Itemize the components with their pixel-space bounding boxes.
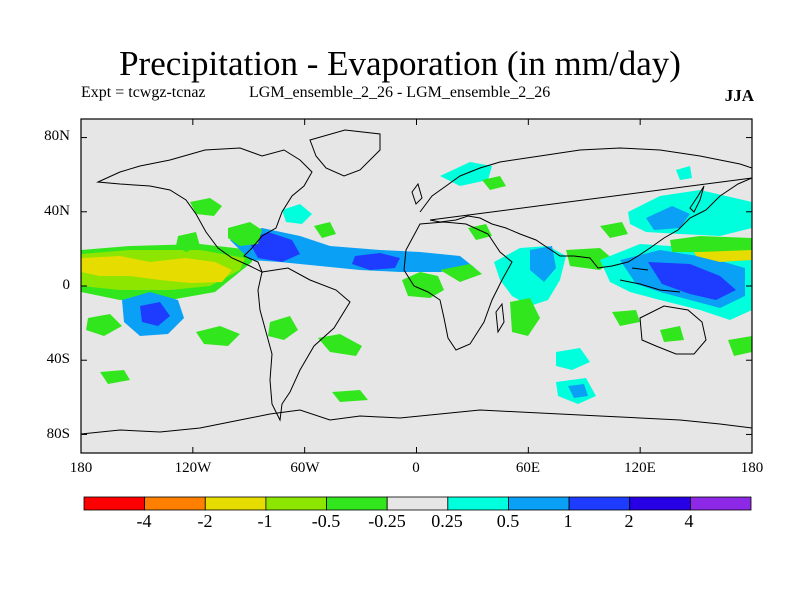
coast-australia (639, 305, 707, 355)
region-green-tasman (728, 336, 752, 356)
region-blue-south-pacific (140, 302, 170, 326)
region-cyan-atlantic-itcz (230, 228, 475, 272)
region-green-gulf (228, 222, 262, 246)
colorbar-swatch (326, 496, 388, 511)
colorbar-swatch (83, 496, 146, 511)
colorbar-label: -0.5 (311, 511, 341, 531)
region-cyan-north-pacific (676, 166, 692, 180)
y-tick-label: 40N (44, 203, 70, 219)
region-green-south-atlantic (268, 316, 298, 340)
region-green-bay-bengal (566, 248, 614, 270)
y-tick-label: 80N (44, 128, 70, 144)
region-green-west-africa (402, 272, 444, 298)
coast-japan (689, 185, 705, 213)
coast-antarctica (81, 409, 752, 435)
coast-africa (403, 221, 513, 351)
comparison-label: LGM_ensemble_2_26 - LGM_ensemble_2_26 (249, 84, 551, 101)
region-cyan-southern-indian (556, 348, 590, 370)
coast-eurasia (419, 147, 752, 269)
colorbar-label: -1 (257, 511, 273, 531)
region-green-south-pacific-1 (196, 326, 240, 346)
x-tick-label: 60W (290, 460, 320, 476)
colorbar-swatch (386, 496, 449, 511)
region-green-south-america-east (318, 334, 362, 356)
region-blue-indian-ocean (530, 246, 556, 282)
colorbar-label: 4 (684, 511, 694, 531)
colorbar (83, 496, 752, 511)
x-tick-label: 180 (69, 460, 93, 476)
region-green-russia (482, 176, 506, 190)
colorbar-swatch (204, 496, 267, 511)
colorbar-swatch (629, 496, 691, 511)
colorbar-swatch (689, 496, 752, 511)
region-green-australia-east (660, 326, 684, 342)
x-tick-label: 60E (515, 460, 541, 476)
region-green-mid-pacific (176, 232, 200, 252)
season-label: JJA (724, 86, 754, 105)
y-tick-label: 40S (46, 351, 70, 367)
region-green-southern-ocean-pacific (100, 370, 130, 384)
coast-north-america (96, 147, 313, 274)
region-green-nw-us (190, 198, 222, 216)
x-tick-label: 180 (740, 460, 764, 476)
colorbar-label: -4 (136, 511, 152, 531)
region-blue-kuroshio (646, 206, 690, 230)
coast-indonesia (619, 267, 681, 293)
y-tick-label: 80S (46, 426, 70, 442)
coast-south-america (257, 267, 351, 422)
pe-contour-fields (81, 162, 752, 404)
region-green-australia (612, 310, 640, 326)
axis-tick-marks (80, 119, 753, 453)
x-tick-label: 0 (412, 460, 420, 476)
region-cyan-nw-atlantic (282, 204, 312, 224)
region-darkblue-west-pacific (648, 262, 736, 300)
y-tick-label: 0 (62, 277, 71, 293)
colorbar-label: 0.25 (431, 511, 463, 531)
colorbar-swatch (265, 496, 327, 511)
x-tick-label: 120E (624, 460, 656, 476)
region-green-south-pacific-2 (86, 314, 122, 336)
colorbar-swatch (508, 496, 570, 511)
coast-greenland (309, 129, 381, 177)
colorbar-swatch (447, 496, 509, 511)
colorbar-swatch (568, 496, 631, 511)
region-green-southern-ocean-atlantic (332, 390, 368, 402)
colorbar-label: -0.25 (368, 511, 406, 531)
colorbar-label: -2 (197, 511, 213, 531)
colorbar-label: 1 (563, 511, 573, 531)
coast-uk (411, 182, 423, 205)
coast-madagascar (495, 302, 505, 334)
region-blue-caribbean (248, 232, 300, 262)
region-green-nw-pacific (670, 236, 752, 252)
colorbar-swatch (144, 496, 206, 511)
colorbar-label: 0.5 (496, 511, 520, 531)
region-green-east-asia (600, 222, 628, 238)
experiment-label: Expt = tcwgz-tcnaz (81, 84, 206, 101)
chart-title: Precipitation - Evaporation (in mm/day) (119, 44, 681, 83)
region-blue-atlantic-itcz (352, 253, 400, 270)
region-blue-southern-ocean (568, 384, 588, 398)
coastlines (81, 129, 752, 435)
region-green-arabian-sea (510, 298, 540, 336)
colorbar-label: 2 (624, 511, 634, 531)
region-green-north-atlantic (314, 222, 336, 238)
x-tick-label: 120W (174, 460, 212, 476)
map-area (81, 119, 752, 453)
region-yellow-east-pacific (81, 256, 232, 283)
region-green-central-africa (440, 264, 482, 282)
